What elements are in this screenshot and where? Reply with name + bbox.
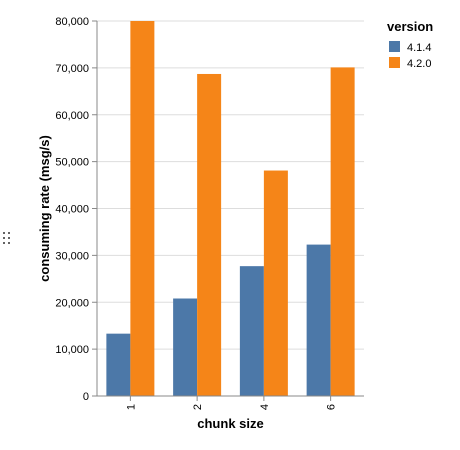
x-tick-label: 2 [192,404,204,410]
x-tick-label: 1 [125,404,137,410]
x-axis-ticks: 1 2 4 6 [125,396,338,410]
bar [106,333,131,396]
legend-swatch [389,57,400,68]
bar [306,244,331,396]
bar [330,67,355,396]
y-tick-label: 30,000 [55,250,89,262]
bar [239,266,264,396]
legend: version 4.1.4 4.2.0 [387,19,433,70]
bars [106,21,355,396]
y-tick-label: 80,000 [55,16,89,28]
legend-title: version [387,19,433,34]
x-tick-label: 6 [326,404,338,410]
y-axis-ticks: 0 10,000 20,000 30,000 40,000 50,000 60,000 70,… [55,16,97,403]
bar [130,21,155,396]
y-tick-label: 60,000 [55,110,89,122]
y-tick-label: 20,000 [55,297,89,309]
bar [173,298,198,396]
x-axis-title: chunk size [197,416,263,431]
y-tick-label: 10,000 [55,344,89,356]
bar [263,170,288,396]
y-axis-title: consuming rate (msg/s) [37,135,52,282]
drag-handle-icon[interactable] [3,232,11,252]
x-tick-label: 4 [259,404,271,410]
y-tick-label: 50,000 [55,157,89,169]
y-tick-label: 70,000 [55,63,89,75]
legend-label: 4.2.0 [407,58,431,70]
y-tick-label: 40,000 [55,204,89,216]
legend-swatch [389,41,400,52]
legend-label: 4.1.4 [407,42,431,54]
bar [197,73,222,396]
y-tick-label: 0 [83,391,89,403]
